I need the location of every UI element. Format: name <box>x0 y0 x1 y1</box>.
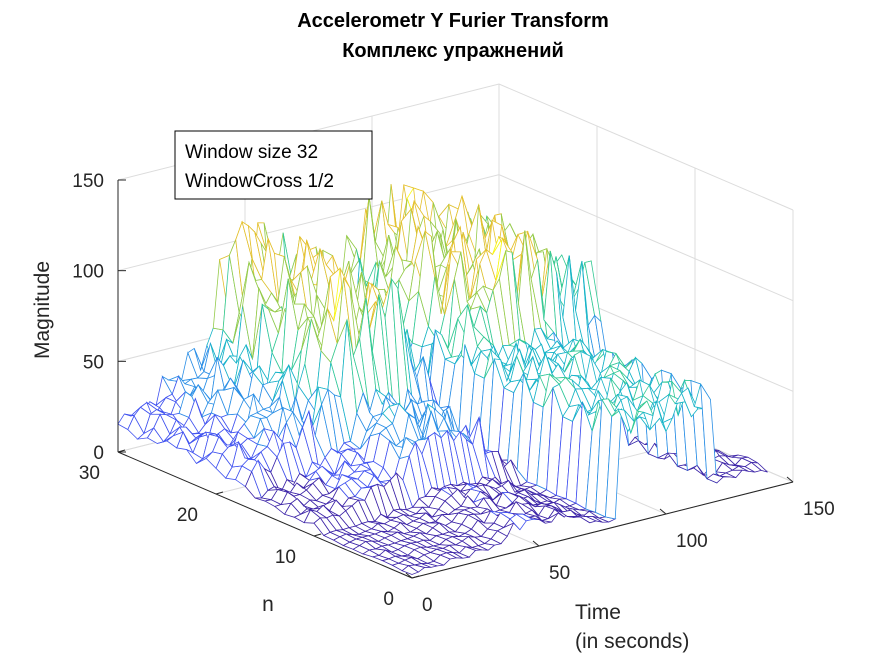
annotation-box: Window size 32 WindowCross 1/2 <box>174 130 373 200</box>
x-tick-label: 0 <box>422 595 433 616</box>
y-tick-mark <box>313 533 322 537</box>
y-tick-mark <box>215 491 224 495</box>
z-tick-label: 0 <box>93 443 104 464</box>
x-tick-mark <box>786 476 794 483</box>
y-tick-label: 0 <box>383 589 394 610</box>
surface-mesh <box>117 184 768 575</box>
y-tick-label: 30 <box>79 463 100 484</box>
z-tick-label: 50 <box>83 352 104 373</box>
x-tick-label: 50 <box>549 563 570 584</box>
x-axis-label-line2: (in seconds) <box>575 630 689 653</box>
y-tick-label: 20 <box>177 505 198 526</box>
annotation-line2: WindowCross 1/2 <box>185 171 334 192</box>
x-tick-mark <box>405 572 413 579</box>
z-tick-label: 100 <box>72 262 104 283</box>
x-tick-mark <box>659 508 667 515</box>
z-axis-label: Magnitude <box>31 261 54 359</box>
y-axis-line <box>117 451 413 579</box>
y-axis-label: n <box>262 593 274 616</box>
y-tick-label: 10 <box>275 547 296 568</box>
annotation-line1: Window size 32 <box>185 142 318 163</box>
x-axis-label-line1: Time <box>575 601 621 624</box>
x-tick-mark <box>532 540 540 547</box>
y-tick-mark <box>117 449 126 453</box>
x-tick-label: 100 <box>676 531 708 552</box>
chart-title-line2: Комплекс упражнений <box>342 40 564 62</box>
axes-lines <box>117 180 794 579</box>
y-tick-mark <box>411 575 420 579</box>
chart-title-line1: Accelerometr Y Furier Transform <box>297 10 609 32</box>
x-tick-label: 150 <box>803 499 835 520</box>
surface-cell <box>750 461 768 473</box>
x-axis-line <box>411 481 794 579</box>
z-tick-label: 150 <box>72 171 104 192</box>
